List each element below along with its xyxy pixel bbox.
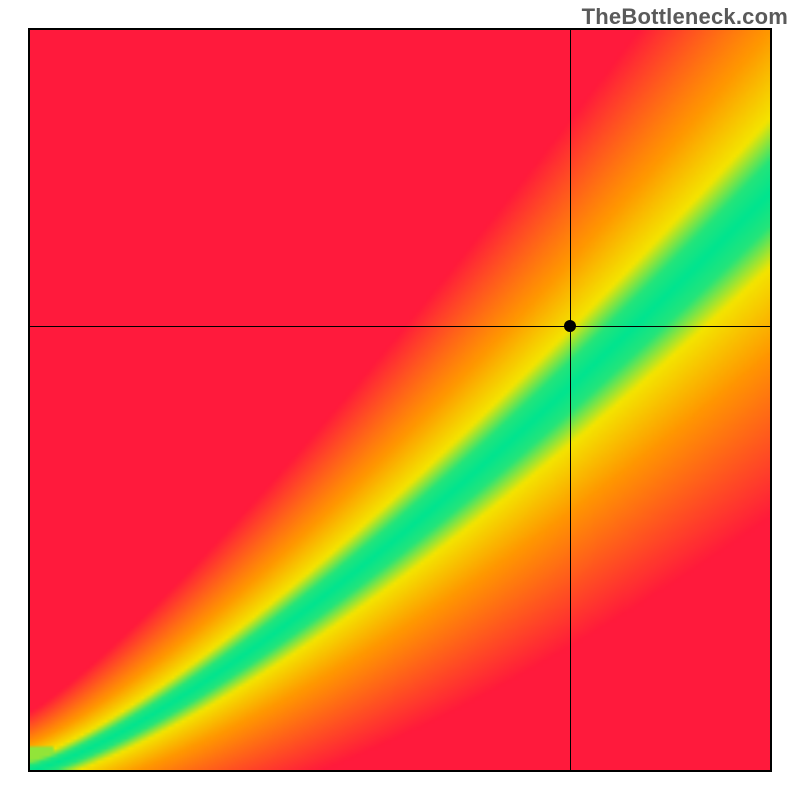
heatmap-canvas <box>30 30 770 770</box>
heatmap-plot <box>28 28 772 772</box>
attribution-text: TheBottleneck.com <box>582 4 788 30</box>
